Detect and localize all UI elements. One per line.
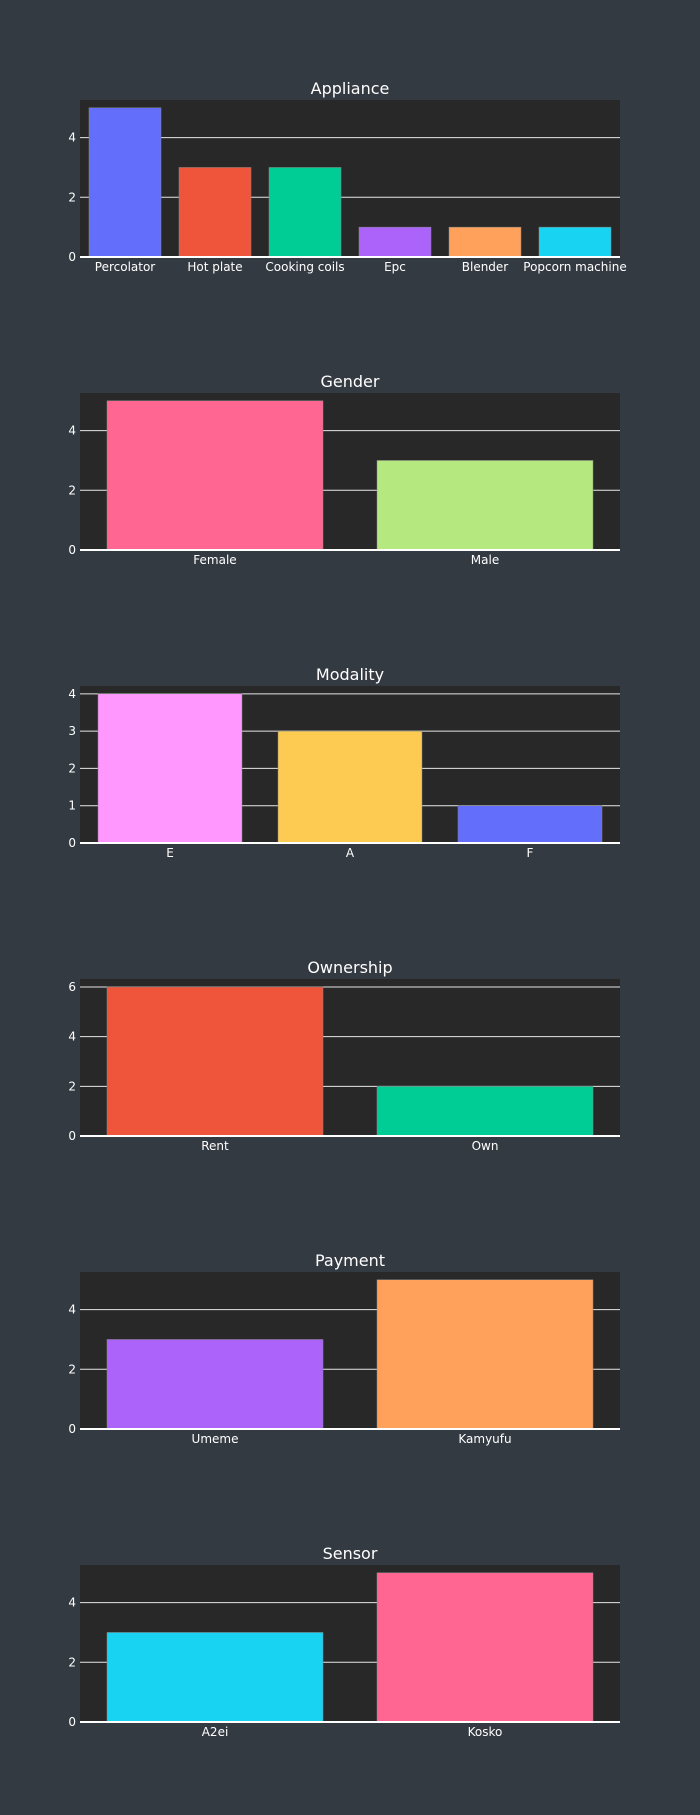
x-tick-label: Popcorn machine [523,260,626,274]
bar-umeme [106,1339,324,1430]
x-tick-label: Epc [384,260,406,274]
chart-sensor: Sensor 0 2 4 A2ei Kosko [68,1544,620,1739]
y-tick-label: 2 [68,761,76,775]
bar-hot-plate [178,167,252,258]
bar-own [376,1086,594,1137]
chart-modality: Modality 0 1 2 3 4 E A F [68,665,620,860]
y-tick-label: 2 [68,1079,76,1093]
x-tick-label: Male [471,553,499,567]
plot-area [80,100,620,257]
chart-title: Appliance [311,79,390,98]
x-tick-label: Kosko [468,1725,503,1739]
bar-cooking-coils [268,167,342,258]
y-tick-label: 4 [68,1030,76,1044]
chart-title: Gender [321,372,380,391]
chart-payment: Payment 0 2 4 Umeme Kamyufu [68,1251,620,1446]
y-tick-label: 0 [68,1715,76,1729]
x-tick-label: Female [193,553,236,567]
y-tick-label: 4 [68,424,76,438]
bar-f [457,805,603,844]
x-tick-label: Percolator [95,260,156,274]
x-tick-label: Own [472,1139,499,1153]
x-tick-label: A2ei [202,1725,229,1739]
y-tick-label: 4 [68,1303,76,1317]
y-tick-label: 6 [68,980,76,994]
x-tick-label: Umeme [192,1432,239,1446]
y-tick-label: 4 [68,687,76,701]
chart-title: Ownership [307,958,392,977]
chart-title: Payment [315,1251,385,1270]
y-tick-label: 4 [68,1596,76,1610]
y-tick-label: 0 [68,250,76,264]
y-tick-label: 2 [68,190,76,204]
bar-male [376,460,594,551]
x-tick-label: A [346,846,355,860]
y-tick-label: 2 [68,1362,76,1376]
y-tick-label: 0 [68,1129,76,1143]
y-tick-label: 0 [68,543,76,557]
y-tick-label: 1 [68,799,76,813]
x-tick-label: Rent [201,1139,229,1153]
bar-kamyufu [376,1279,594,1430]
bar-epc [358,226,432,258]
y-tick-label: 4 [68,131,76,145]
bar-a [277,730,423,844]
y-tick-label: 0 [68,836,76,850]
x-tick-label: Hot plate [187,260,242,274]
bar-female [106,400,324,551]
chart-ownership: Ownership 0 2 4 6 Rent Own [68,958,620,1153]
y-tick-label: 0 [68,1422,76,1436]
y-tick-label: 3 [68,724,76,738]
x-tick-label: E [166,846,174,860]
bar-kosko [376,1572,594,1723]
y-tick-label: 2 [68,483,76,497]
chart-appliance: Appliance 0 2 4 Percolator Hot plate Cooking c… [68,79,626,274]
chart-gender: Gender 0 2 4 Female Male [68,372,620,567]
x-tick-label: Cooking coils [265,260,344,274]
bar-popcorn-machine [538,226,612,258]
x-tick-label: Kamyufu [458,1432,511,1446]
chart-title: Modality [316,665,384,684]
x-tick-label: F [527,846,534,860]
chart-title: Sensor [323,1544,378,1563]
bar-a2ei [106,1632,324,1723]
y-tick-label: 2 [68,1655,76,1669]
bar-e [97,693,243,844]
bar-blender [448,226,522,258]
bar-rent [106,986,324,1137]
x-tick-label: Blender [462,260,509,274]
bar-percolator [88,107,162,258]
